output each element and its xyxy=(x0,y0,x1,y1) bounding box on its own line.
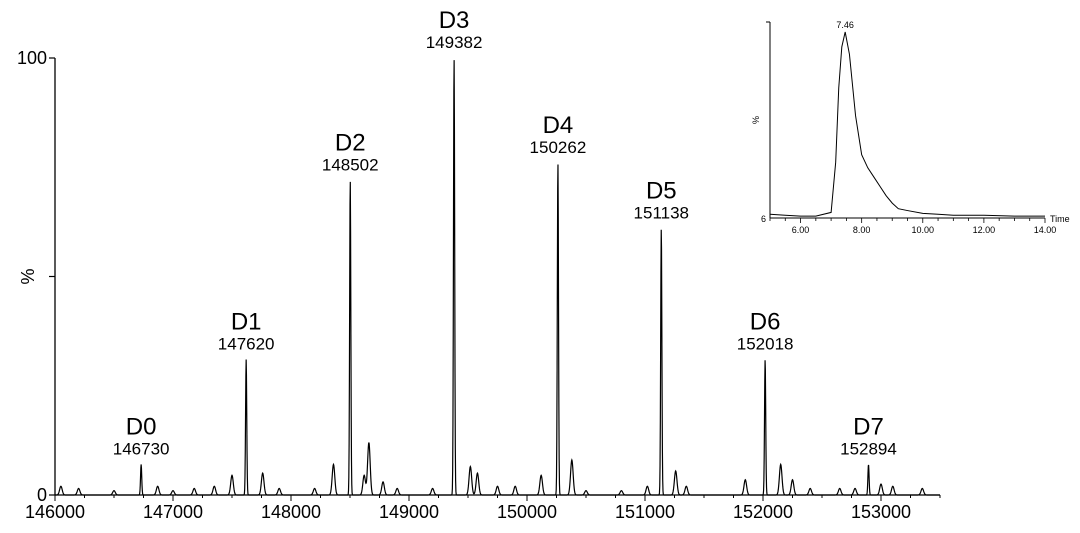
x-tick-label: 148000 xyxy=(261,502,321,522)
peak-mass-label: 147620 xyxy=(218,335,275,354)
peak-mass-label: 152018 xyxy=(737,335,794,354)
y-tick-label: 100 xyxy=(17,48,47,68)
inset-x-tick-label: 6.00 xyxy=(792,225,810,235)
x-tick-label: 150000 xyxy=(497,502,557,522)
peak-mass-label: 148502 xyxy=(322,155,379,174)
inset-x-tick-label: 8.00 xyxy=(853,225,871,235)
peak-label: D6 xyxy=(750,309,781,336)
peak-mass-label: 151138 xyxy=(634,203,689,222)
x-tick-label: 153000 xyxy=(851,502,911,522)
inset-peak-label: 7.46 xyxy=(836,20,854,30)
peak-label: D3 xyxy=(439,7,470,34)
y-tick-label: 0 xyxy=(37,485,47,505)
peak-mass-label: 146730 xyxy=(113,439,170,458)
inset-y-axis-label: % xyxy=(751,116,761,124)
x-tick-label: 147000 xyxy=(143,502,203,522)
peak-label: D1 xyxy=(231,309,262,336)
y-axis-label: % xyxy=(18,268,38,284)
x-tick-label: 149000 xyxy=(379,502,439,522)
peak-label: D2 xyxy=(335,129,366,156)
x-tick-label: 146000 xyxy=(25,502,85,522)
peak-mass-label: 152894 xyxy=(840,439,897,458)
x-tick-label: 152000 xyxy=(733,502,793,522)
inset-x-tick-label: 12.00 xyxy=(973,225,996,235)
inset-trace xyxy=(769,31,1045,217)
peak-label: D0 xyxy=(126,413,157,440)
inset-x-tick-label: 14.00 xyxy=(1034,225,1057,235)
peak-label: D4 xyxy=(543,112,574,139)
spectrum-trace xyxy=(55,60,940,496)
peak-mass-label: 149382 xyxy=(426,33,483,52)
peak-label: D7 xyxy=(853,413,884,440)
inset-y-tick-label: 6 xyxy=(761,214,766,224)
peak-mass-label: 150262 xyxy=(530,138,587,157)
x-tick-label: 151000 xyxy=(615,502,675,522)
inset-x-axis-label: Time xyxy=(1050,214,1070,224)
inset-x-tick-label: 10.00 xyxy=(912,225,935,235)
peak-label: D5 xyxy=(646,177,677,204)
